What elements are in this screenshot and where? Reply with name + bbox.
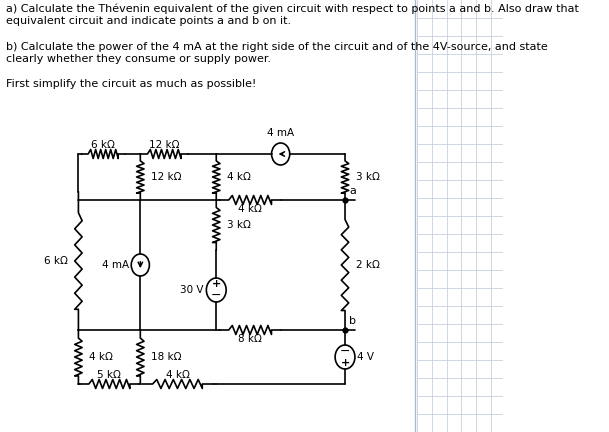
Text: 4 V: 4 V xyxy=(357,352,375,362)
Text: 4 kΩ: 4 kΩ xyxy=(227,172,251,182)
Text: 4 kΩ: 4 kΩ xyxy=(238,204,262,214)
Text: −: − xyxy=(211,289,222,302)
Text: equivalent circuit and indicate points a and b on it.: equivalent circuit and indicate points a… xyxy=(5,16,291,26)
Text: 12 kΩ: 12 kΩ xyxy=(151,172,181,182)
Text: +: + xyxy=(212,279,221,289)
Text: 2 kΩ: 2 kΩ xyxy=(356,260,379,270)
Text: 4 mA: 4 mA xyxy=(102,260,128,270)
Text: 6 kΩ: 6 kΩ xyxy=(91,140,115,150)
Text: 30 V: 30 V xyxy=(180,285,204,295)
Text: b) Calculate the power of the 4 mA at the right side of the circuit and of the 4: b) Calculate the power of the 4 mA at th… xyxy=(5,41,547,51)
Text: −: − xyxy=(340,345,350,358)
Text: 4 kΩ: 4 kΩ xyxy=(166,370,189,380)
Text: 3 kΩ: 3 kΩ xyxy=(356,172,379,182)
Text: First simplify the circuit as much as possible!: First simplify the circuit as much as po… xyxy=(5,79,256,89)
Text: 4 kΩ: 4 kΩ xyxy=(89,352,113,362)
Text: 3 kΩ: 3 kΩ xyxy=(227,220,251,230)
Text: 18 kΩ: 18 kΩ xyxy=(151,352,181,362)
Text: clearly whether they consume or supply power.: clearly whether they consume or supply p… xyxy=(5,54,271,64)
Text: 12 kΩ: 12 kΩ xyxy=(149,140,180,150)
Text: 8 kΩ: 8 kΩ xyxy=(238,334,262,344)
Text: 6 kΩ: 6 kΩ xyxy=(44,256,68,266)
Text: 5 kΩ: 5 kΩ xyxy=(97,370,121,380)
Text: a: a xyxy=(349,186,356,196)
Text: a) Calculate the Thévenin equivalent of the given circuit with respect to points: a) Calculate the Thévenin equivalent of … xyxy=(5,4,579,15)
Text: b: b xyxy=(349,316,356,326)
Text: 4 mA: 4 mA xyxy=(267,128,294,138)
Text: +: + xyxy=(340,358,350,368)
